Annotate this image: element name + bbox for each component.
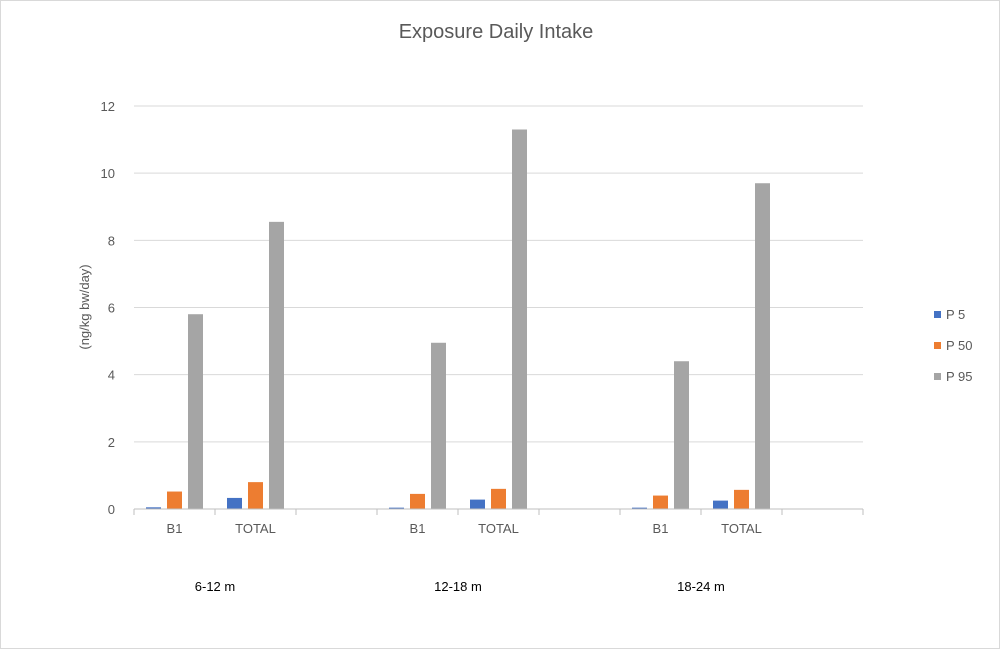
- bar-p95-total: [512, 129, 527, 509]
- bar-p50-total: [248, 482, 263, 509]
- legend-label: P 50: [946, 338, 973, 353]
- x-tick-label: B1: [410, 521, 426, 536]
- legend-label: P 5: [946, 307, 965, 322]
- bar-p5-total: [713, 500, 728, 509]
- legend-swatch: [934, 342, 941, 349]
- legend: P 5 P 50 P 95: [934, 307, 973, 384]
- bar-p95-b1: [431, 342, 446, 509]
- y-tick-label: 6: [108, 301, 115, 316]
- y-tick-label: 8: [108, 233, 115, 248]
- x-tick-labels: B1 TOTAL B1 TOTAL B1 TOTAL: [133, 509, 864, 536]
- y-axis-label: (ng/kg bw/day): [77, 264, 92, 349]
- bar-p50-b1: [653, 495, 668, 509]
- x-tick-label: TOTAL: [721, 521, 762, 536]
- x-tick-label: TOTAL: [478, 521, 519, 536]
- x-tick-label: B1: [653, 521, 669, 536]
- y-tick-label: 10: [101, 166, 115, 181]
- group-label: 18-24 m: [677, 579, 725, 594]
- bar-p5-b1: [389, 507, 404, 509]
- y-tick-label: 4: [108, 368, 115, 383]
- legend-swatch: [934, 311, 941, 318]
- group-label: 6-12 m: [195, 579, 235, 594]
- bar-p50-b1: [167, 491, 182, 509]
- bar-p5-b1: [146, 507, 161, 509]
- bar-p95-b1: [188, 314, 203, 509]
- bar-p50-total: [491, 488, 506, 509]
- bar-p50-total: [734, 489, 749, 509]
- gridlines: [134, 105, 863, 443]
- bar-p5-total: [227, 497, 242, 509]
- y-tick-label: 2: [108, 435, 115, 450]
- bar-p5-b1: [632, 507, 647, 509]
- group-label: 12-18 m: [434, 579, 482, 594]
- bar-p5-total: [470, 499, 485, 509]
- legend-swatch: [934, 373, 941, 380]
- y-tick-label: 0: [108, 502, 115, 517]
- bar-p95-b1: [674, 361, 689, 509]
- y-tick-labels: 0 2 4 6 8 10 12: [101, 99, 115, 517]
- y-tick-label: 12: [101, 99, 115, 114]
- bar-p95-total: [269, 221, 284, 510]
- x-tick-label: TOTAL: [235, 521, 276, 536]
- chart-title: Exposure Daily Intake: [399, 21, 594, 43]
- bar-p50-b1: [410, 493, 425, 509]
- bars: [146, 129, 770, 510]
- x-tick-label: B1: [167, 521, 183, 536]
- bar-p95-total: [755, 183, 770, 509]
- legend-label: P 95: [946, 369, 973, 384]
- group-labels: 6-12 m 12-18 m 18-24 m: [195, 579, 725, 594]
